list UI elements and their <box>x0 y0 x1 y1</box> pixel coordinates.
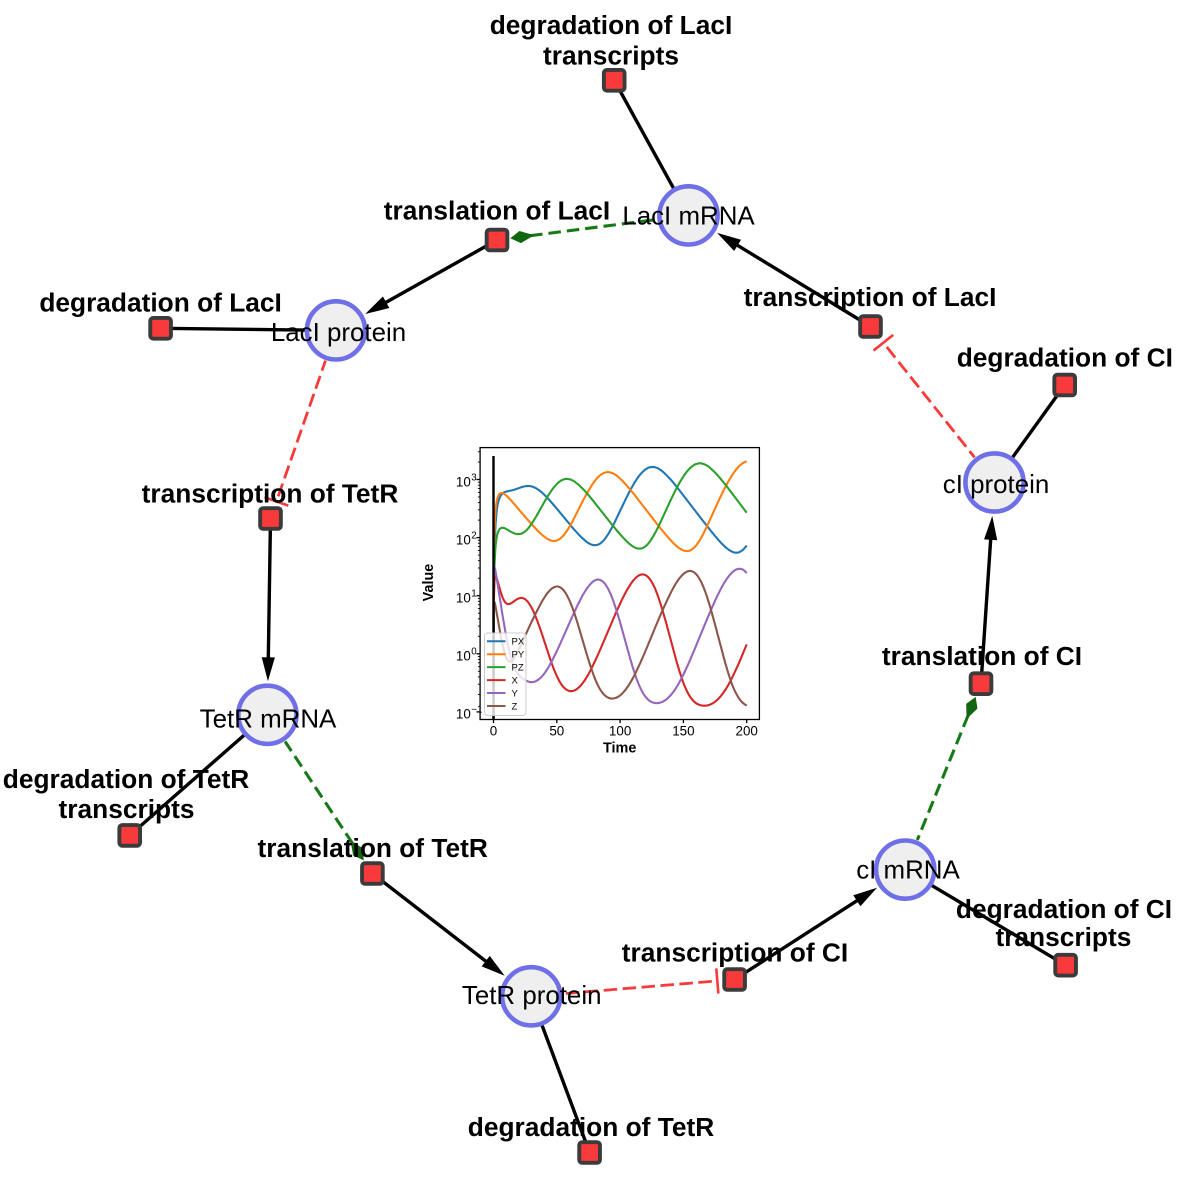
svg-text:cI protein: cI protein <box>943 471 1050 499</box>
svg-text:10: 10 <box>456 591 471 606</box>
svg-text:PZ: PZ <box>512 663 524 674</box>
svg-text:10: 10 <box>456 474 471 489</box>
svg-text:0: 0 <box>471 647 477 658</box>
svg-text:translation of LacI: translation of LacI <box>384 196 610 226</box>
svg-text:PY: PY <box>512 650 525 661</box>
svg-text:100: 100 <box>609 724 631 739</box>
svg-text:degradation of CI: degradation of CI <box>957 342 1173 372</box>
svg-text:transcription of LacI: transcription of LacI <box>744 282 997 312</box>
svg-text:0: 0 <box>490 724 497 739</box>
svg-text:degradation of LacI: degradation of LacI <box>490 10 733 40</box>
svg-text:transcripts: transcripts <box>995 922 1131 952</box>
svg-text:−1: −1 <box>471 705 482 716</box>
svg-text:2: 2 <box>471 530 476 541</box>
svg-text:Z: Z <box>512 702 518 713</box>
svg-text:10: 10 <box>456 532 471 547</box>
svg-text:X: X <box>512 676 519 687</box>
svg-text:3: 3 <box>471 472 477 483</box>
svg-text:cI mRNA: cI mRNA <box>856 856 960 884</box>
svg-text:degradation of TetR: degradation of TetR <box>468 1112 714 1142</box>
svg-text:TetR mRNA: TetR mRNA <box>200 706 337 734</box>
svg-text:transcripts: transcripts <box>543 41 679 71</box>
svg-text:degradation of TetR: degradation of TetR <box>3 764 249 794</box>
svg-text:1: 1 <box>471 589 476 600</box>
svg-text:translation of CI: translation of CI <box>882 641 1082 671</box>
svg-text:translation of TetR: translation of TetR <box>258 833 488 863</box>
svg-text:transcripts: transcripts <box>59 794 195 824</box>
svg-text:LacI mRNA: LacI mRNA <box>622 202 755 230</box>
svg-text:degradation of LacI: degradation of LacI <box>39 287 282 317</box>
svg-text:Time: Time <box>603 741 636 757</box>
svg-text:50: 50 <box>549 724 564 739</box>
svg-text:Y: Y <box>512 689 519 700</box>
svg-text:transcription of TetR: transcription of TetR <box>142 478 399 508</box>
svg-text:LacI protein: LacI protein <box>271 319 406 347</box>
svg-text:Value: Value <box>421 564 437 602</box>
svg-text:transcription of CI: transcription of CI <box>622 937 848 967</box>
svg-text:PX: PX <box>512 637 525 648</box>
svg-text:10: 10 <box>456 649 471 664</box>
svg-text:TetR protein: TetR protein <box>462 982 602 1010</box>
svg-text:200: 200 <box>736 724 758 739</box>
svg-text:degradation of CI: degradation of CI <box>956 894 1172 924</box>
svg-text:150: 150 <box>672 724 694 739</box>
svg-text:10: 10 <box>456 707 471 722</box>
